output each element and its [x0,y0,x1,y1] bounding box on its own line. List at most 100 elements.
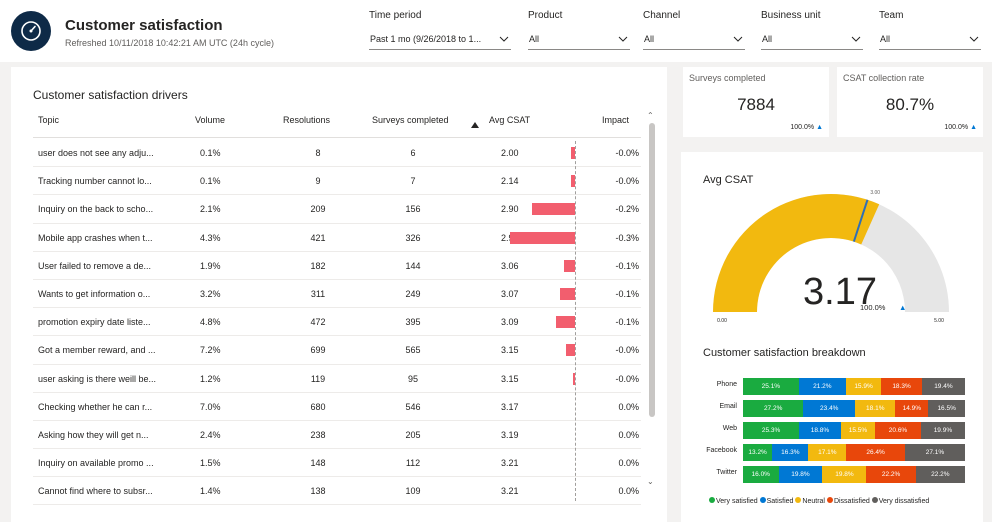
channel-dropdown[interactable]: All [643,28,745,50]
legend-item[interactable]: Neutral [795,497,827,505]
legend-item[interactable]: Dissatisfied [826,497,872,505]
breakdown-row: Facebook 13.2% 16.3% 17.1% 26.4% 27.1% [681,444,983,461]
legend-swatch [826,497,833,503]
app-header: Customer satisfaction Refreshed 10/11/20… [0,0,992,62]
impact-cell: -0.2% [615,204,639,215]
bar-segment[interactable]: 26.4% [846,444,905,461]
resolutions-cell: 311 [310,288,326,299]
column-header-impact[interactable]: Impact [602,115,630,125]
resolutions-cell: 148 [310,458,326,469]
topic-cell: user asking is there weill be... [38,373,157,384]
avg-csat-cell: 2.94 [501,233,519,243]
surveys-completed-cell: 6 [410,148,416,158]
bar-segment[interactable]: 19.9% [920,422,965,439]
column-header-resolutions[interactable]: Resolutions [283,115,331,125]
avg-csat-title: Avg CSAT [703,174,754,186]
legend-swatch [759,497,766,503]
business-unit-dropdown[interactable]: All [761,28,863,50]
bar-segment[interactable]: 14.9% [895,400,929,417]
column-header-volume[interactable]: Volume [195,115,226,125]
table-row[interactable]: User failed to remove a de... 1.9% 182 144 3… [33,252,641,280]
sort-ascending-icon[interactable] [471,122,479,128]
column-header-avg-csat[interactable]: Avg CSAT [489,115,531,125]
chevron-down-icon [499,36,509,42]
bar-segment[interactable]: 18.8% [799,422,841,439]
table-row[interactable]: Inquiry on available promo ... 1.5% 148 112… [33,449,641,478]
surveys-completed-cell: 112 [405,458,421,469]
table-row[interactable]: promotion expiry date liste... 4.8% 472 395… [33,308,641,337]
table-row[interactable]: Cannot find where to subsr... 1.4% 138 109 3… [33,477,641,506]
resolutions-cell: 209 [310,204,326,215]
impact-bar [570,147,575,159]
filter-business-unit: Business unit All [761,10,863,50]
bar-segment[interactable]: 20.6% [875,422,921,439]
topic-cell: Got a member reward, and ... [38,345,156,356]
legend-item[interactable]: Satisfied [759,497,796,505]
bar-segment[interactable]: 19.8% [778,466,823,483]
table-row[interactable]: user does not see any adju... 0.1% 8 6 2.00 -… [33,139,641,168]
impact-cell: -0.1% [615,288,639,299]
product-dropdown[interactable]: All [528,28,630,50]
bar-segment[interactable]: 21.2% [798,378,846,395]
bar-segment[interactable]: 19.4% [921,378,965,395]
bar-segment[interactable]: 22.2% [915,466,965,483]
bar-segment[interactable]: 27.2% [743,400,804,417]
stacked-bar: 25.3% 18.8% 15.5% 20.6% 19.9% [743,422,965,439]
avg-csat-cell: 3.06 [501,260,519,271]
legend-swatch [709,497,715,503]
topic-cell: Cannot find where to subsr... [38,486,153,497]
bar-segment[interactable]: 16.3% [772,444,809,461]
gauge-target-label: 3.00 [870,190,880,196]
scrollbar-thumb[interactable] [649,123,655,417]
topic-cell: Inquiry on the back to scho... [38,204,154,215]
team-dropdown[interactable]: All [879,28,981,50]
breakdown-row: Twitter 16.0% 19.8% 19.8% 22.2% 22.2% [681,466,983,483]
column-header-topic[interactable]: Topic [38,115,60,125]
trend-value: 100.0% [944,124,969,131]
resolutions-cell: 119 [310,373,326,384]
impact-cell: -0.3% [615,232,639,243]
gauge-icon [21,21,41,41]
table-row[interactable]: Mobile app crashes when t... 4.3% 421 326 2.… [33,224,641,252]
topic-cell: user does not see any adju... [38,148,154,158]
table-row[interactable]: Got a member reward, and ... 7.2% 699 565 3.… [33,336,641,365]
impact-cell: -0.0% [615,176,639,187]
bar-segment[interactable]: 17.1% [808,444,847,461]
page-title: Customer satisfaction [65,17,223,34]
table-row[interactable]: Inquiry on the back to scho... 2.1% 209 156… [33,195,641,224]
surveys-completed-cell: 565 [405,345,421,356]
impact-cell: 0.0% [618,429,639,440]
volume-cell: 0.1% [200,176,221,187]
bar-segment[interactable]: 22.2% [866,466,916,483]
bar-segment[interactable]: 23.4% [803,400,856,417]
legend-item[interactable]: Very dissatisfied [871,497,929,505]
bar-segment[interactable]: 25.1% [743,378,799,395]
table-row[interactable]: Tracking number cannot lo... 0.1% 9 7 2.14 -0… [33,167,641,196]
bar-segment[interactable]: 16.0% [743,466,779,483]
bar-segment[interactable]: 19.8% [822,466,867,483]
scroll-up-icon[interactable]: ⌃ [647,111,654,120]
time-period-dropdown[interactable]: Past 1 mo (9/26/2018 to 1... [369,28,511,50]
legend-item[interactable]: Very satisfied [709,497,760,505]
surveys-completed-cell: 7 [410,176,416,187]
dropdown-value: All [644,33,655,44]
table-row[interactable]: Checking whether he can r... 7.0% 680 546 3.… [33,393,641,421]
filter-label: Team [879,10,904,21]
column-header-surveys-completed[interactable]: Surveys completed [372,115,449,125]
table-row[interactable]: Wants to get information o... 3.2% 311 249 3… [33,280,641,309]
surveys-completed-cell: 109 [405,486,421,497]
bar-segment[interactable]: 27.1% [904,444,965,461]
table-row[interactable]: Asking how they will get n... 2.4% 238 205 3… [33,421,641,450]
filter-channel: Channel All [643,10,745,50]
bar-segment[interactable]: 16.5% [928,400,965,417]
bar-segment[interactable]: 18.3% [881,378,922,395]
bar-segment[interactable]: 15.5% [840,422,876,439]
bar-segment[interactable]: 13.2% [743,444,773,461]
volume-cell: 1.4% [200,486,221,497]
table-row[interactable]: user asking is there weill be... 1.2% 119 9… [33,365,641,393]
impact-bar [564,259,575,272]
bar-segment[interactable]: 25.3% [743,422,800,439]
bar-segment[interactable]: 15.9% [845,378,882,395]
scroll-down-icon[interactable]: ⌄ [647,477,654,486]
bar-segment[interactable]: 18.1% [855,400,896,417]
